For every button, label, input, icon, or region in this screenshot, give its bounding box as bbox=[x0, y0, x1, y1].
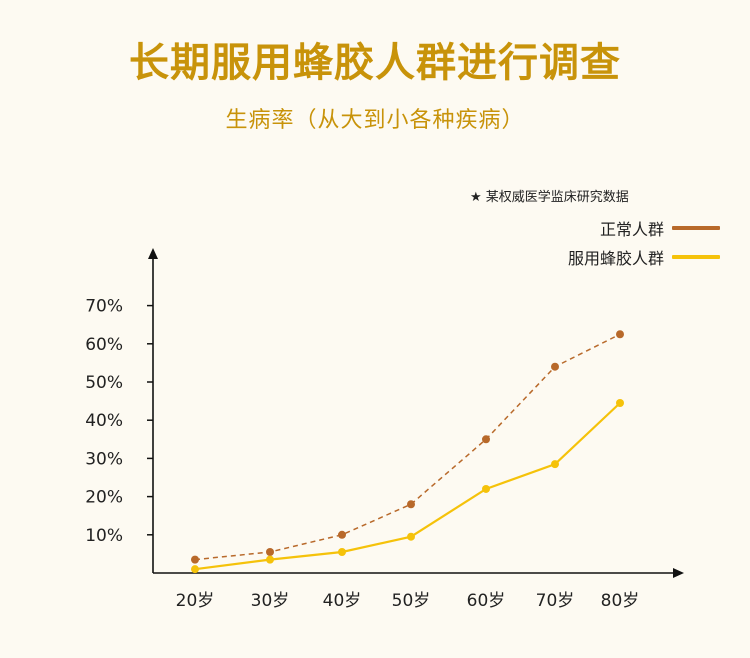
y-tick-label: 30% bbox=[85, 449, 123, 469]
data-point-0 bbox=[338, 530, 346, 539]
data-point-0 bbox=[266, 547, 274, 556]
data-point-0 bbox=[551, 362, 559, 371]
data-point-1 bbox=[191, 565, 199, 574]
x-tick-label: 80岁 bbox=[601, 591, 640, 611]
legend-swatch-normal bbox=[672, 226, 720, 230]
page-title: 长期服用蜂胶人群进行调查 bbox=[129, 40, 621, 86]
y-tick-label: 40% bbox=[85, 411, 123, 431]
data-point-1 bbox=[616, 399, 624, 408]
x-axis-arrow bbox=[673, 568, 684, 578]
legend-swatch-propolis bbox=[672, 255, 720, 259]
data-point-1 bbox=[407, 532, 415, 541]
y-tick-label: 50% bbox=[85, 373, 123, 393]
chart-subtitle: 生病率（从大到小各种疾病） bbox=[225, 108, 525, 133]
y-tick-label: 60% bbox=[85, 335, 123, 355]
data-point-0 bbox=[616, 330, 624, 339]
series-line-1 bbox=[194, 402, 621, 571]
y-tick-label: 10% bbox=[85, 526, 123, 546]
legend-item-normal: 正常人群 bbox=[600, 216, 720, 240]
legend-label-propolis: 服用蜂胶人群 bbox=[567, 249, 664, 268]
x-tick-label: 20岁 bbox=[176, 591, 215, 611]
legend-item-propolis: 服用蜂胶人群 bbox=[568, 245, 720, 269]
x-tick-label: 60岁 bbox=[467, 591, 506, 611]
x-tick-label: 70岁 bbox=[536, 591, 575, 611]
y-tick-label: 70% bbox=[85, 297, 123, 317]
x-tick-label: 40岁 bbox=[323, 591, 362, 611]
x-tick-label: 50岁 bbox=[392, 591, 431, 611]
y-tick-label: 20% bbox=[85, 488, 123, 508]
legend-label-normal: 正常人群 bbox=[599, 220, 664, 239]
data-point-1 bbox=[482, 484, 490, 493]
source-note: ★ 某权威医学监床研究数据 bbox=[470, 190, 629, 205]
data-point-0 bbox=[407, 500, 415, 509]
data-point-0 bbox=[482, 435, 490, 444]
data-point-0 bbox=[191, 555, 199, 564]
data-point-1 bbox=[338, 547, 346, 556]
data-point-1 bbox=[266, 555, 274, 564]
data-point-1 bbox=[551, 460, 559, 469]
x-tick-label: 30岁 bbox=[251, 591, 290, 611]
y-axis-arrow bbox=[148, 248, 158, 259]
